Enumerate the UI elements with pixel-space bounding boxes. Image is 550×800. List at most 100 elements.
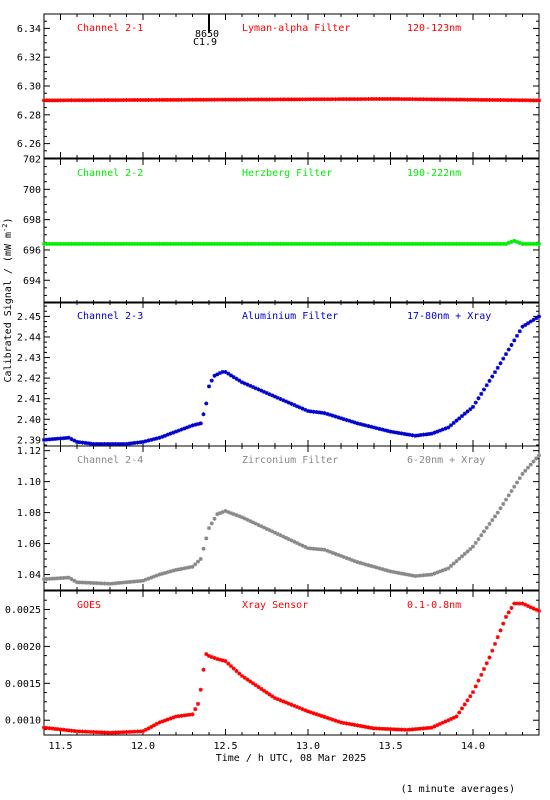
data-point <box>215 97 220 102</box>
data-point <box>251 681 255 686</box>
data-point <box>94 241 99 246</box>
data-point <box>391 430 396 435</box>
data-point <box>234 669 239 673</box>
panel-filter-label: Xray Sensor <box>242 600 308 611</box>
data-point <box>322 547 327 552</box>
data-point <box>69 577 74 582</box>
data-point <box>69 437 74 442</box>
data-point <box>105 241 110 246</box>
data-point <box>116 441 121 446</box>
data-point <box>209 241 214 246</box>
data-point <box>537 241 541 246</box>
data-point <box>163 433 167 438</box>
data-point <box>407 97 412 102</box>
data-point <box>42 577 46 582</box>
data-point <box>421 97 426 102</box>
panel-band-label: 190-222nm <box>407 168 461 179</box>
data-point <box>146 576 151 581</box>
data-point <box>372 97 376 102</box>
data-point <box>80 98 85 103</box>
data-point <box>182 566 187 571</box>
data-point <box>163 241 167 246</box>
data-point <box>311 409 316 414</box>
data-point <box>270 97 275 102</box>
data-point <box>242 97 247 102</box>
data-point <box>124 98 129 103</box>
data-point <box>196 701 200 706</box>
data-point <box>273 530 277 535</box>
data-point <box>350 419 354 424</box>
data-point <box>160 434 165 439</box>
data-point <box>476 537 481 542</box>
data-point <box>229 97 233 102</box>
data-point <box>451 97 456 102</box>
data-point <box>394 241 398 246</box>
data-point <box>449 423 453 428</box>
data-point <box>495 365 500 370</box>
data-point <box>399 571 404 576</box>
data-point <box>308 546 313 551</box>
data-point <box>127 241 132 246</box>
data-point <box>526 241 530 246</box>
data-point <box>319 410 324 415</box>
data-point <box>264 690 269 695</box>
data-point <box>490 648 495 653</box>
data-point <box>295 541 299 546</box>
data-point <box>270 393 275 398</box>
y-tick-label: 0.0025 <box>5 605 41 616</box>
data-point <box>388 96 393 101</box>
data-point <box>58 241 63 246</box>
data-point <box>314 712 319 717</box>
data-point <box>341 241 346 246</box>
data-point <box>237 514 242 519</box>
data-point <box>374 726 379 731</box>
data-point <box>66 98 71 103</box>
data-point <box>119 730 123 735</box>
panel-channel-label: Channel 2-3 <box>77 311 143 322</box>
panel-1: 6.26 6.28 6.30 6.32 6.34 Channel 2-1 Lyman-alp… <box>17 13 541 159</box>
data-point <box>399 97 404 102</box>
data-point <box>297 542 302 547</box>
data-point <box>267 528 272 533</box>
data-point <box>190 97 195 102</box>
data-point <box>297 97 302 102</box>
panel-channel-label: Channel 2-4 <box>77 455 143 466</box>
data-point <box>487 97 492 102</box>
data-point <box>66 575 71 580</box>
data-point <box>493 370 497 375</box>
x-axis-label: Time / h UTC, 08 Mar 2025 <box>216 753 367 764</box>
data-point <box>479 533 484 538</box>
data-point <box>465 409 470 414</box>
data-point <box>50 437 55 442</box>
data-point <box>328 241 332 246</box>
data-point <box>58 436 63 441</box>
data-point <box>251 241 255 246</box>
data-point <box>380 726 385 731</box>
data-point <box>259 241 264 246</box>
data-point <box>275 241 280 246</box>
data-point <box>399 727 404 732</box>
data-point <box>457 416 462 421</box>
data-point <box>438 241 442 246</box>
data-point <box>435 97 440 102</box>
data-point <box>363 562 368 567</box>
data-point <box>160 97 165 102</box>
data-point <box>138 729 143 734</box>
data-point <box>504 98 508 103</box>
data-point <box>157 720 162 725</box>
data-point <box>300 543 305 548</box>
data-point <box>473 400 478 405</box>
data-point <box>44 576 49 581</box>
data-point <box>42 98 46 103</box>
data-point <box>300 707 305 712</box>
data-point <box>231 241 236 246</box>
data-point <box>218 511 222 516</box>
data-point <box>410 97 415 102</box>
data-point <box>385 96 390 101</box>
data-point <box>132 579 137 584</box>
data-point <box>391 241 396 246</box>
data-point <box>259 524 264 529</box>
data-point <box>512 601 517 606</box>
data-point <box>201 241 206 246</box>
data-point <box>289 702 294 707</box>
